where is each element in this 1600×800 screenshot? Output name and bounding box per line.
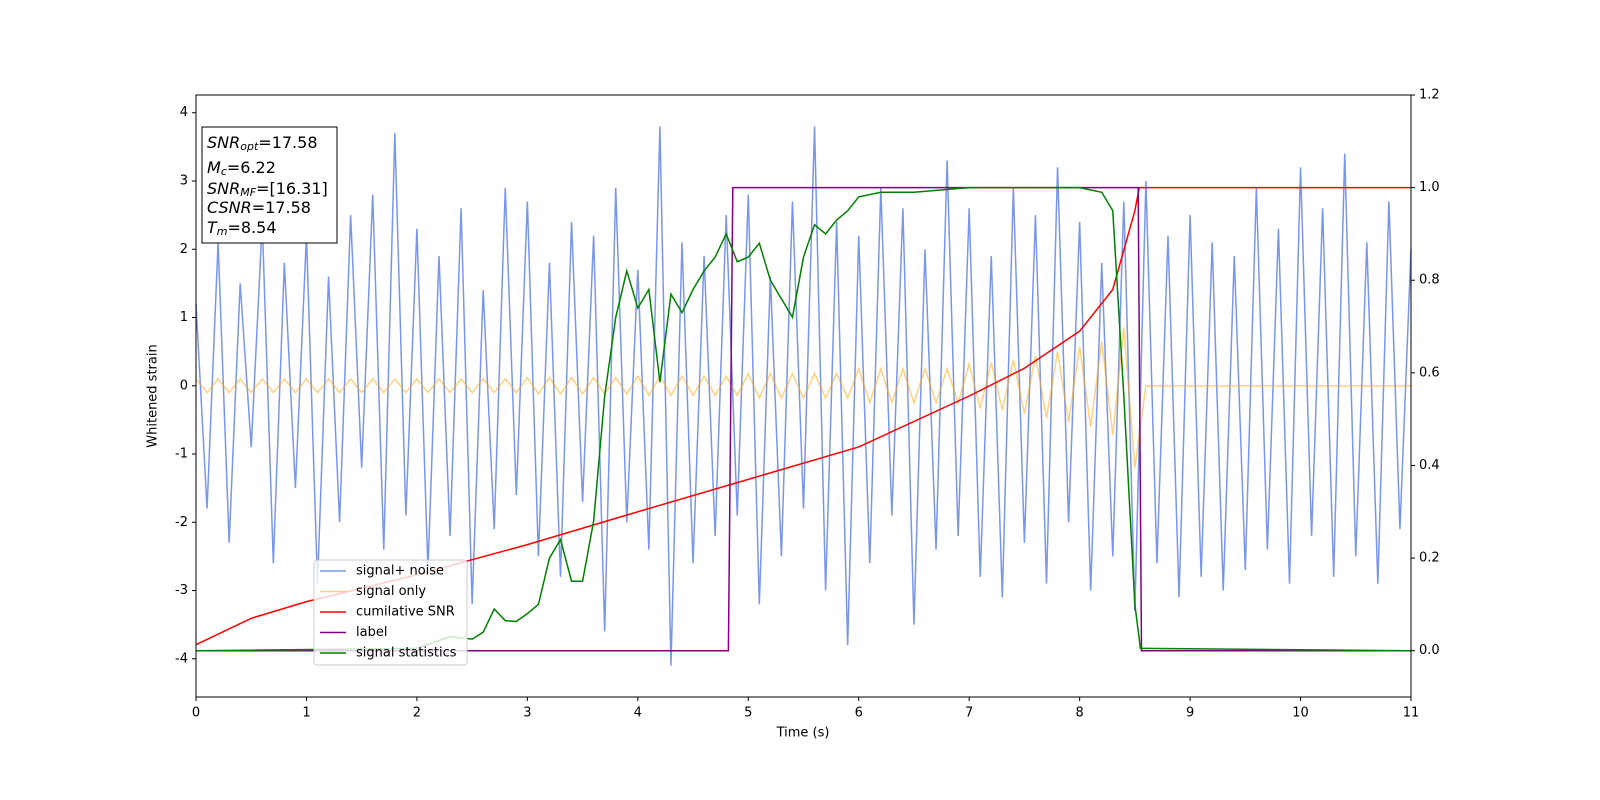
y-tick-label: 2 xyxy=(180,242,188,257)
annotation-value: =17.58 xyxy=(252,198,311,217)
y2-tick-label: 0.0 xyxy=(1419,643,1440,658)
series-line xyxy=(195,186,1412,652)
x-tick-label: 9 xyxy=(1186,706,1194,721)
x-tick-label: 2 xyxy=(413,706,421,721)
y-tick-label: 0 xyxy=(180,378,188,393)
x-tick-label: 11 xyxy=(1403,706,1420,721)
legend-label: signal only xyxy=(356,584,426,599)
y2-tick-label: 1.0 xyxy=(1419,180,1440,195)
y-axis-label: Whitened strain xyxy=(146,344,161,447)
x-tick-label: 0 xyxy=(192,706,200,721)
legend-label: signal statistics xyxy=(356,646,457,661)
x-tick-label: 5 xyxy=(744,706,752,721)
x-tick-label: 3 xyxy=(523,706,531,721)
annotation: CSNR=17.58 xyxy=(207,198,311,217)
annotation-box xyxy=(201,126,338,244)
annotation: SNRMF=[16.31] xyxy=(207,179,328,200)
annotation-sub: MF xyxy=(240,186,256,199)
plot-frame xyxy=(195,94,1412,698)
y2-tick-label: 0.2 xyxy=(1419,551,1440,566)
annotation: Tm=8.54 xyxy=(207,218,277,239)
y2-tick-label: 0.8 xyxy=(1419,273,1440,288)
annotation: Mc=6.22 xyxy=(207,158,276,179)
annotation-value: =17.58 xyxy=(258,133,317,152)
y2-tick-label: 0.4 xyxy=(1419,458,1440,473)
annotation-name: CSNR xyxy=(207,198,252,217)
y-tick-label: 1 xyxy=(180,310,188,325)
y-tick-label: -1 xyxy=(175,447,188,462)
annotation-name: SNR xyxy=(207,179,240,198)
legend-label: label xyxy=(356,625,387,640)
annotation-value: =6.22 xyxy=(227,158,276,177)
legend-label: cumilative SNR xyxy=(356,605,455,620)
y-tick-label: -3 xyxy=(175,583,188,598)
annotation-sub: m xyxy=(217,225,228,238)
x-tick-label: 4 xyxy=(634,706,642,721)
x-tick-label: 8 xyxy=(1075,706,1083,721)
annotation-sub: c xyxy=(221,165,227,178)
x-tick-label: 7 xyxy=(965,706,973,721)
series-line xyxy=(195,126,1412,666)
legend-label: signal+ noise xyxy=(356,564,444,579)
x-tick-label: 10 xyxy=(1292,706,1309,721)
x-axis-label: Time (s) xyxy=(776,726,830,741)
annotation-value: =[16.31] xyxy=(256,179,328,198)
annotation-name: M xyxy=(207,158,221,177)
series-line xyxy=(196,186,1411,652)
y-tick-label: -4 xyxy=(175,651,188,666)
series-line xyxy=(195,327,1411,468)
annotation: SNRopt=17.58 xyxy=(207,133,318,154)
y-tick-label: -2 xyxy=(175,515,188,530)
x-tick-label: 1 xyxy=(302,706,310,721)
y2-tick-label: 0.6 xyxy=(1419,365,1440,380)
x-tick-label: 6 xyxy=(855,706,863,721)
y-tick-label: 3 xyxy=(180,174,188,189)
annotation-sub: opt xyxy=(240,140,259,153)
y-tick-label: 4 xyxy=(180,105,188,120)
y2-tick-label: 1.2 xyxy=(1419,88,1440,103)
annotation-name: T xyxy=(207,218,218,237)
annotation-name: SNR xyxy=(207,133,240,152)
annotation-value: =8.54 xyxy=(228,218,277,237)
legend-box xyxy=(313,559,468,666)
